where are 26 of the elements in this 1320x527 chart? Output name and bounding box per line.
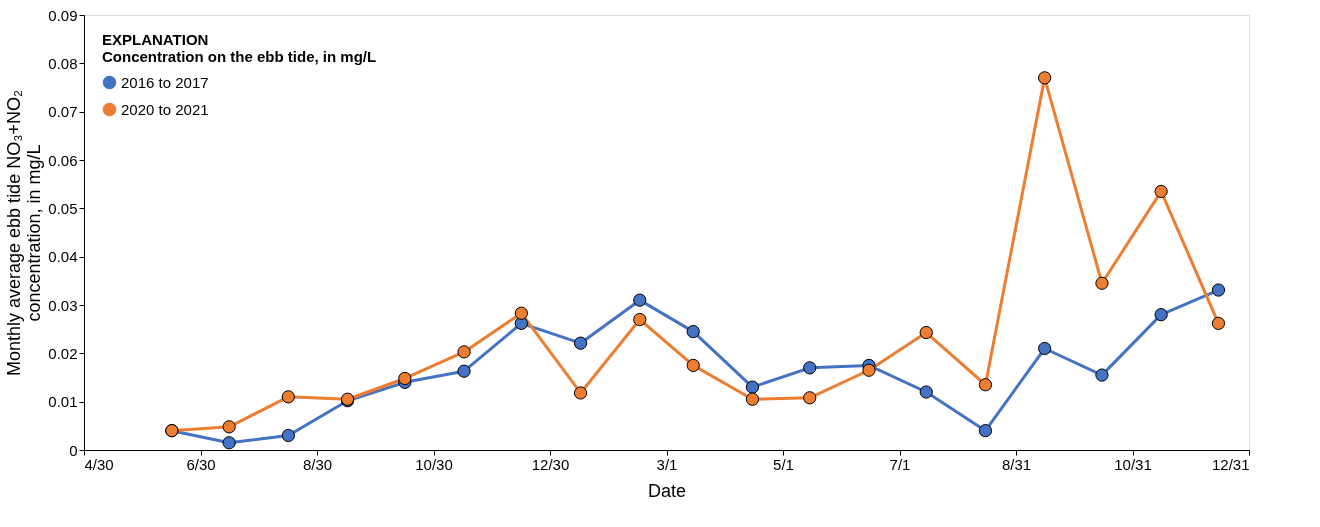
x-tick-label: 8/31 (1001, 455, 1032, 473)
y-tick-label: 0.02 (48, 344, 78, 362)
y-tick-label: 0 (69, 441, 78, 459)
x-tick-label: 12/30 (531, 455, 570, 473)
x-tick-label: 3/1 (656, 455, 678, 473)
y-tick-label: 0.04 (48, 248, 78, 266)
x-tick-label: 6/30 (186, 455, 216, 473)
legend-label: 2020 to 2021 (121, 100, 209, 118)
y-tick-label: 0.05 (48, 199, 78, 217)
x-tick-label: 12/31 (1211, 455, 1250, 473)
y-axis-title: Monthly average ebb tide NO₃+NO₂ concentration, in mg/L (4, 90, 45, 376)
y-tick-label: 0.06 (48, 151, 78, 169)
y-tick-label: 0.07 (48, 103, 78, 121)
x-tick-label: 10/31 (1114, 455, 1152, 473)
legend-label: 2016 to 2017 (121, 73, 209, 91)
legend-title: EXPLANATION Concentration on the ebb tide, in mg/L (102, 31, 377, 65)
x-axis-title: Date (647, 480, 687, 501)
x-tick-label: 8/30 (302, 455, 333, 473)
y-tick-label: 0.01 (48, 393, 78, 411)
y-tick-label: 0.09 (48, 6, 78, 24)
y-tick-label: 0.03 (48, 296, 78, 314)
x-tick-label: 5/1 (773, 455, 794, 473)
x-tick-label: 4/30 (84, 455, 114, 473)
x-tick-label: 7/1 (889, 455, 911, 473)
x-tick-label: 10/30 (415, 455, 453, 473)
y-tick-label: 0.08 (48, 54, 78, 72)
